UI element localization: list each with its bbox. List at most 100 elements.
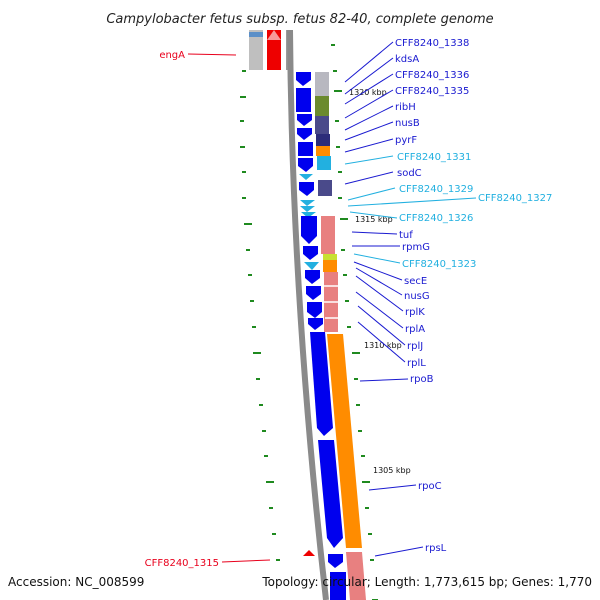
- gene-label-cff8240-1331[interactable]: CFF8240_1331: [397, 152, 471, 163]
- gene-label-ribH[interactable]: ribH: [395, 102, 416, 113]
- scale-label: 1305 kbp: [373, 466, 411, 475]
- engA-arrow-icon: [267, 30, 281, 40]
- rpsL-gene-arrow: [328, 554, 343, 568]
- gene-block: [298, 142, 313, 156]
- track-block: [323, 260, 337, 272]
- track-block: [316, 134, 330, 146]
- annotation-column: [315, 72, 366, 600]
- gene-label-nusB[interactable]: nusB: [395, 118, 420, 129]
- top-gray-block: [249, 30, 263, 70]
- tuf-gene-arrow: [301, 216, 317, 244]
- leader-line: [357, 321, 406, 363]
- track-block: [315, 96, 329, 116]
- gene-label-rplJ[interactable]: rplJ: [407, 341, 423, 352]
- scale-label: 1310 kbp: [364, 341, 402, 350]
- leader-line: [344, 138, 394, 153]
- track-block: [321, 216, 335, 254]
- gene-arrow: [304, 262, 319, 270]
- leader-line: [221, 559, 271, 563]
- rpoC-gene-arrow: [318, 440, 343, 548]
- gene-arrow: [299, 182, 314, 196]
- top-segment: [249, 30, 292, 70]
- gene-arrow: [297, 114, 312, 126]
- gene-label-nusG[interactable]: nusG: [404, 291, 430, 302]
- gene-label-cff8240-1335[interactable]: CFF8240_1335: [395, 86, 469, 97]
- gene-label-cff8240-1327[interactable]: CFF8240_1327: [478, 193, 552, 204]
- scale-label: 1315 kbp: [355, 215, 393, 224]
- leader-line: [353, 253, 401, 264]
- leader-line: [368, 484, 417, 491]
- gene-label-cff8240-1338[interactable]: CFF8240_1338: [395, 38, 469, 49]
- leader-line: [357, 305, 406, 346]
- leader-lines: [187, 41, 477, 563]
- track-block: [315, 72, 329, 96]
- leader-line: [187, 53, 237, 56]
- map-title: Campylobacter fetus subsp. fetus 82-40, …: [106, 12, 493, 27]
- forward-strand: [296, 72, 346, 600]
- leader-line: [355, 275, 404, 312]
- gene-label-rpoC[interactable]: rpoC: [418, 481, 442, 492]
- track-block: [316, 146, 330, 156]
- gene-label-rpsL[interactable]: rpsL: [425, 543, 447, 554]
- leader-line: [347, 187, 396, 201]
- leader-line: [355, 267, 403, 296]
- position-marker-icon: [303, 550, 315, 556]
- gene-arrow: [307, 302, 322, 318]
- gene-label-rplL[interactable]: rplL: [407, 358, 426, 369]
- gene-labels: engA CFF8240_1338 kdsA CFF8240_1336 CFF8…: [145, 38, 553, 569]
- leader-line: [359, 378, 409, 382]
- gene-block: [330, 572, 346, 600]
- track-block: [317, 156, 331, 170]
- leader-line: [344, 121, 394, 141]
- rpo-track-block: [327, 334, 362, 548]
- gene-label-cff8240-1326[interactable]: CFF8240_1326: [399, 213, 473, 224]
- leader-line: [355, 291, 404, 329]
- top-blue-stripe: [249, 32, 263, 37]
- gene-arrow: [296, 72, 311, 86]
- gene-arrow: [298, 158, 313, 172]
- gene-arrow: [297, 128, 312, 140]
- gene-label-rpoB[interactable]: rpoB: [410, 374, 434, 385]
- leader-line: [344, 89, 394, 119]
- track-block: [323, 254, 337, 260]
- genome-summary-label: Topology: circular; Length: 1,773,615 bp…: [261, 575, 592, 589]
- leader-line: [344, 155, 394, 165]
- track-block: [315, 116, 329, 134]
- gene-label-pyrF[interactable]: pyrF: [395, 135, 417, 146]
- gene-arrow: [301, 212, 316, 218]
- gene-label-cff8240-1315[interactable]: CFF8240_1315: [145, 558, 219, 569]
- leader-line: [351, 231, 398, 235]
- gene-label-secE[interactable]: secE: [404, 276, 427, 287]
- gene-label-tuf[interactable]: tuf: [399, 230, 413, 241]
- gene-arrow: [300, 206, 315, 212]
- gene-arrow: [300, 200, 315, 206]
- gene-arrow: [299, 174, 313, 180]
- rpoB-gene-arrow: [310, 332, 333, 436]
- gene-label-sodC[interactable]: sodC: [397, 168, 422, 179]
- gene-label-rplK[interactable]: rplK: [405, 307, 425, 318]
- leader-line: [344, 73, 394, 105]
- gene-label-engA[interactable]: engA: [159, 50, 185, 61]
- gene-label-cff8240-1323[interactable]: CFF8240_1323: [402, 259, 476, 270]
- leader-line: [344, 105, 394, 131]
- gene-label-kdsA[interactable]: kdsA: [395, 54, 419, 65]
- gene-arrow: [308, 318, 323, 330]
- leader-line: [349, 211, 398, 219]
- genome-backbone: [287, 29, 329, 600]
- leader-line: [344, 171, 394, 185]
- gene-label-cff8240-1336[interactable]: CFF8240_1336: [395, 70, 469, 81]
- gene-arrow: [305, 270, 320, 284]
- accession-label: Accession: NC_008599: [8, 575, 144, 589]
- gene-arrow: [306, 286, 321, 300]
- leader-line: [344, 41, 394, 83]
- gene-label-rplA[interactable]: rplA: [405, 324, 425, 335]
- track-block: [346, 552, 366, 600]
- leader-line: [353, 261, 403, 281]
- gene-label-rpmG[interactable]: rpmG: [402, 242, 430, 253]
- gene-label-cff8240-1329[interactable]: CFF8240_1329: [399, 184, 473, 195]
- track-block: [318, 180, 332, 196]
- leader-line: [374, 546, 424, 557]
- leader-line: [344, 57, 394, 95]
- leader-line: [347, 197, 477, 207]
